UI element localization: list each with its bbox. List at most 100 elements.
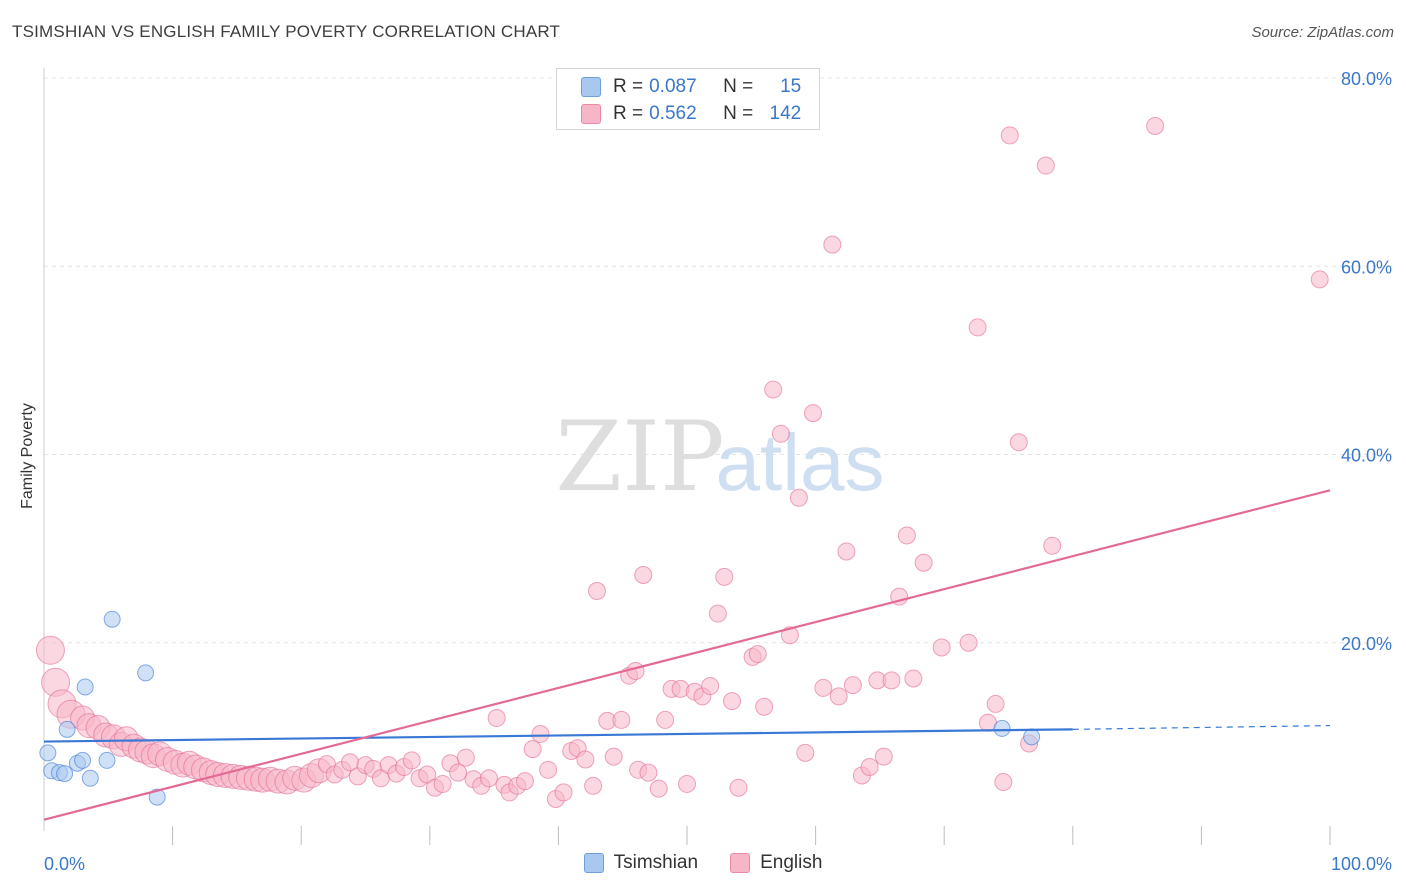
point-english [584,776,603,795]
trend-line-tsimshian-extension [1072,724,1331,730]
point-tsimshian [76,678,94,696]
point-english [1146,117,1165,136]
legend-label-english: English [760,852,823,873]
trend-line-tsimshian [43,728,1073,743]
trend-lines [43,489,1331,821]
trend-line-english [43,489,1331,821]
point-english [764,380,783,399]
axes [43,68,1331,845]
point-english [479,769,498,788]
point-english [715,567,734,586]
point-tsimshian [56,765,74,783]
point-english [994,773,1013,792]
legend-r-value: 0.562 [649,103,697,124]
point-tsimshian [137,664,155,682]
point-english [729,778,748,797]
point-english [515,772,534,791]
point-english [587,581,606,600]
point-english [1310,270,1329,289]
y-tick-label: 80.0% [1341,69,1392,89]
x-tick-label-min: 0.0% [44,854,85,874]
point-english [523,740,542,759]
point-english [449,763,468,782]
point-english [639,763,658,782]
point-english [959,633,978,652]
y-tick-label: 60.0% [1341,257,1392,277]
point-english [932,638,951,657]
point-english [35,635,65,665]
point-english [968,318,987,337]
point-english [531,725,550,744]
point-english [1043,536,1062,555]
point-tsimshian [74,751,92,769]
x-tick-label-max: 100.0% [1331,854,1392,874]
legend-row-english: R = 0.562 N = 142 [581,102,801,126]
point-english [755,697,774,716]
point-english [814,678,833,697]
point-english [1036,156,1055,175]
point-english [780,626,799,645]
series-english-points [35,117,1329,808]
legend-r-label: R = [613,76,644,97]
point-english [649,779,668,798]
point-english [612,710,631,729]
legend-r-label: R = [613,103,644,124]
grid-lines [44,77,1392,644]
legend-swatch-english [730,853,751,873]
legend-swatch-tsimshian [581,77,601,97]
point-english [678,774,696,793]
legend-row-tsimshian: R = 0.087 N = 15 [581,75,801,99]
point-tsimshian [993,719,1011,737]
chart-source: Source: ZipAtlas.com [1251,24,1394,41]
point-english [554,783,573,802]
legend-r-value: 0.087 [649,76,697,97]
legend-label-tsimshian: Tsimshian [613,852,699,873]
point-english [789,488,808,507]
point-tsimshian [81,769,99,787]
point-english [897,526,916,545]
legend-item-english[interactable]: English [730,852,822,874]
legend-n-value: 15 [780,76,802,97]
point-tsimshian [1023,728,1041,746]
point-english [1009,433,1028,452]
point-english [748,645,767,664]
legend-item-tsimshian[interactable]: Tsimshian [583,852,699,874]
point-tsimshian [148,788,166,806]
legend-n-label: N = [723,103,754,124]
y-tick-label: 20.0% [1341,634,1392,654]
point-tsimshian [58,720,76,738]
legend-swatch-tsimshian [583,853,604,873]
point-english [882,671,901,690]
point-tsimshian [98,751,116,769]
point-english [796,743,815,762]
legend-n-value: 142 [769,103,802,124]
point-english [837,542,856,561]
point-english [402,751,421,770]
stats-legend: R = 0.087 N = 15 R = 0.562 N = 142 [556,68,820,130]
point-tsimshian [103,610,121,628]
point-english [904,669,923,688]
point-english [829,687,848,706]
point-english [914,553,933,572]
point-english [843,676,862,695]
point-english [1000,126,1019,145]
y-tick-label: 40.0% [1341,446,1392,466]
point-english [656,710,675,729]
point-english [986,694,1005,713]
point-english [487,709,506,728]
series-legend: Tsimshian English [0,852,1406,874]
tick-labels: 20.0% 40.0% 60.0% 80.0% 0.0% 100.0% [44,69,1392,874]
point-english [771,424,790,443]
point-english [723,692,742,711]
point-english [823,235,842,254]
point-english [804,404,823,423]
series-tsimshian-points [39,610,1041,806]
point-english [418,765,437,784]
point-english [576,750,595,769]
point-tsimshian [39,744,57,762]
point-english [604,747,623,766]
point-english [626,661,645,680]
point-english [708,604,727,623]
point-english [701,677,720,696]
